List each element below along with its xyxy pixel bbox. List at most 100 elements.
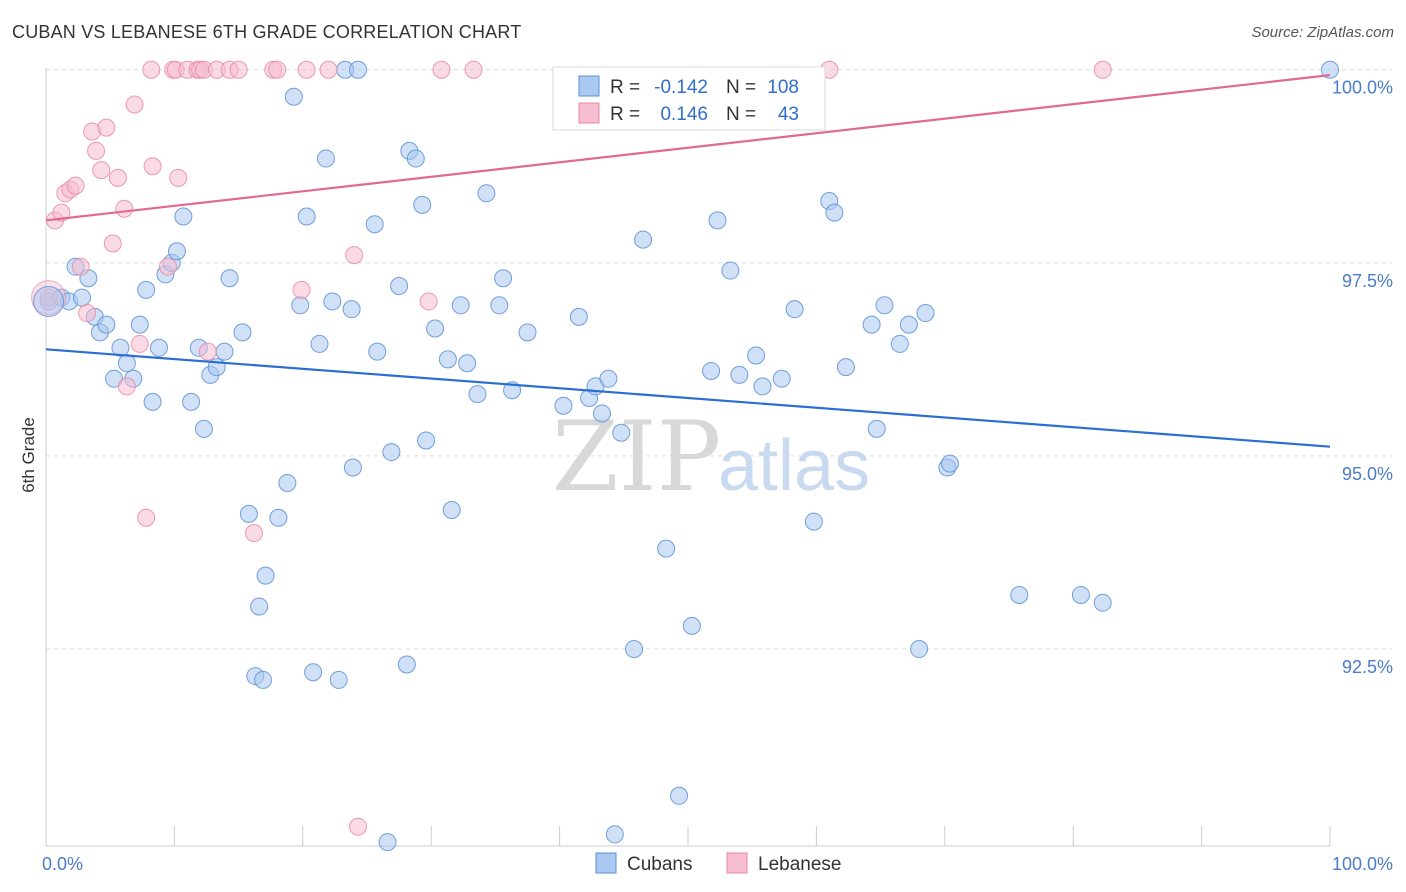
data-point-cubans: [730, 365, 749, 384]
gridlines: [46, 69, 1392, 650]
data-point-cubans: [682, 616, 701, 635]
data-point-cubans: [825, 203, 844, 222]
data-point-cubans: [130, 315, 149, 334]
data-point-cubans: [1071, 585, 1090, 604]
data-point-cubans: [117, 354, 136, 373]
data-point-cubans: [875, 296, 894, 315]
data-point-cubans: [867, 419, 886, 438]
data-point-cubans: [753, 377, 772, 396]
data-point-cubans: [174, 207, 193, 226]
data-point-cubans: [554, 396, 573, 415]
data-point-lebanese: [92, 161, 111, 180]
watermark: ZIP atlas: [552, 401, 870, 513]
data-point-cubans: [657, 539, 676, 558]
chart-title: CUBAN VS LEBANESE 6TH GRADE CORRELATION …: [12, 22, 522, 42]
stats-legend-swatch-cubans: [578, 75, 600, 97]
data-point-cubans: [413, 195, 432, 214]
data-point-cubans: [343, 458, 362, 477]
data-point-lebanese: [464, 60, 483, 79]
watermark-zip: ZIP: [552, 401, 721, 513]
data-point-cubans: [612, 423, 631, 442]
stats-r-value-cubans: -0.142: [654, 77, 708, 98]
data-point-lebanese: [245, 524, 264, 543]
data-point-cubans: [406, 149, 425, 168]
data-point-cubans: [349, 60, 368, 79]
data-point-cubans: [494, 269, 513, 288]
legend-swatch-lebanese: [726, 852, 748, 874]
stats-n-value-cubans: 108: [767, 77, 799, 98]
data-point-cubans: [365, 215, 384, 234]
data-point-cubans: [836, 358, 855, 377]
scatter-points: [31, 60, 1339, 852]
tick-labels: 92.5% 95.0% 97.5% 100.0% 0.0% 100.0%: [42, 78, 1393, 874]
data-point-cubans: [490, 296, 509, 315]
data-point-lebanese: [319, 60, 338, 79]
data-point-cubans: [256, 566, 275, 585]
data-point-cubans: [702, 361, 721, 380]
data-point-lebanese: [115, 199, 134, 218]
data-point-cubans: [592, 404, 611, 423]
data-point-cubans: [785, 300, 804, 319]
axes: [45, 68, 1331, 847]
data-point-lebanese: [169, 168, 188, 187]
data-point-cubans: [442, 501, 461, 519]
data-point-lebanese: [1093, 60, 1112, 79]
data-point-cubans: [468, 385, 487, 404]
chart-source: Source: ZipAtlas.com: [1251, 24, 1394, 41]
data-point-lebanese: [137, 508, 156, 527]
data-point-cubans: [708, 211, 727, 230]
y-tick-label: 92.5%: [1342, 657, 1393, 677]
data-point-lebanese: [103, 234, 122, 253]
y-axis-title: 6th Grade: [19, 417, 38, 493]
data-point-cubans: [329, 670, 348, 689]
data-point-cubans: [284, 87, 303, 106]
data-point-cubans: [278, 473, 297, 492]
data-point-lebanese: [52, 203, 71, 222]
data-point-cubans: [438, 350, 457, 369]
data-point-cubans: [250, 597, 269, 616]
data-point-cubans: [1093, 593, 1112, 612]
stats-legend-swatch-lebanese: [578, 102, 600, 124]
data-point-lebanese: [130, 334, 149, 353]
data-point-cubans: [143, 392, 162, 411]
data-point-cubans: [634, 230, 653, 249]
bottom-legend: Cubans Lebanese: [595, 852, 841, 875]
data-point-cubans: [772, 369, 791, 388]
data-point-cubans: [426, 319, 445, 338]
data-point-lebanese: [268, 60, 287, 79]
data-point-cubans: [239, 504, 258, 523]
y-tick-label: 100.0%: [1332, 78, 1393, 98]
data-point-cubans: [215, 342, 234, 361]
data-point-cubans: [451, 296, 470, 315]
x-tick-label: 100.0%: [1332, 854, 1393, 874]
data-point-cubans: [111, 338, 130, 357]
y-tick-label: 95.0%: [1342, 464, 1393, 484]
data-point-lebanese: [66, 176, 85, 195]
data-point-cubans: [916, 304, 935, 323]
data-point-cubans: [310, 334, 329, 353]
data-point-cubans: [149, 338, 168, 357]
data-point-cubans: [518, 323, 537, 342]
data-point-cubans: [1321, 60, 1339, 79]
stats-r-label-lebanese: R =: [610, 104, 640, 125]
stats-r-value-lebanese: 0.146: [660, 104, 708, 125]
data-point-cubans: [721, 261, 740, 280]
trend-lines: [45, 74, 1331, 448]
data-point-lebanese: [125, 95, 144, 114]
data-point-cubans: [137, 280, 156, 299]
data-point-cubans-cluster: [33, 285, 65, 317]
stats-legend: R = -0.142 N = 108 R = 0.146 N = 43: [552, 66, 826, 131]
data-point-cubans: [194, 419, 213, 438]
data-point-lebanese: [78, 304, 97, 323]
data-point-cubans: [625, 640, 644, 659]
data-point-cubans: [297, 207, 316, 226]
legend-label-cubans: Cubans: [627, 854, 693, 875]
data-point-cubans: [390, 277, 409, 295]
data-point-cubans: [233, 323, 252, 342]
stats-n-label-cubans: N =: [726, 77, 756, 98]
data-point-cubans: [253, 670, 272, 689]
data-point-cubans: [940, 454, 959, 473]
data-point-cubans: [397, 655, 416, 674]
x-tick-label: 0.0%: [42, 854, 83, 874]
